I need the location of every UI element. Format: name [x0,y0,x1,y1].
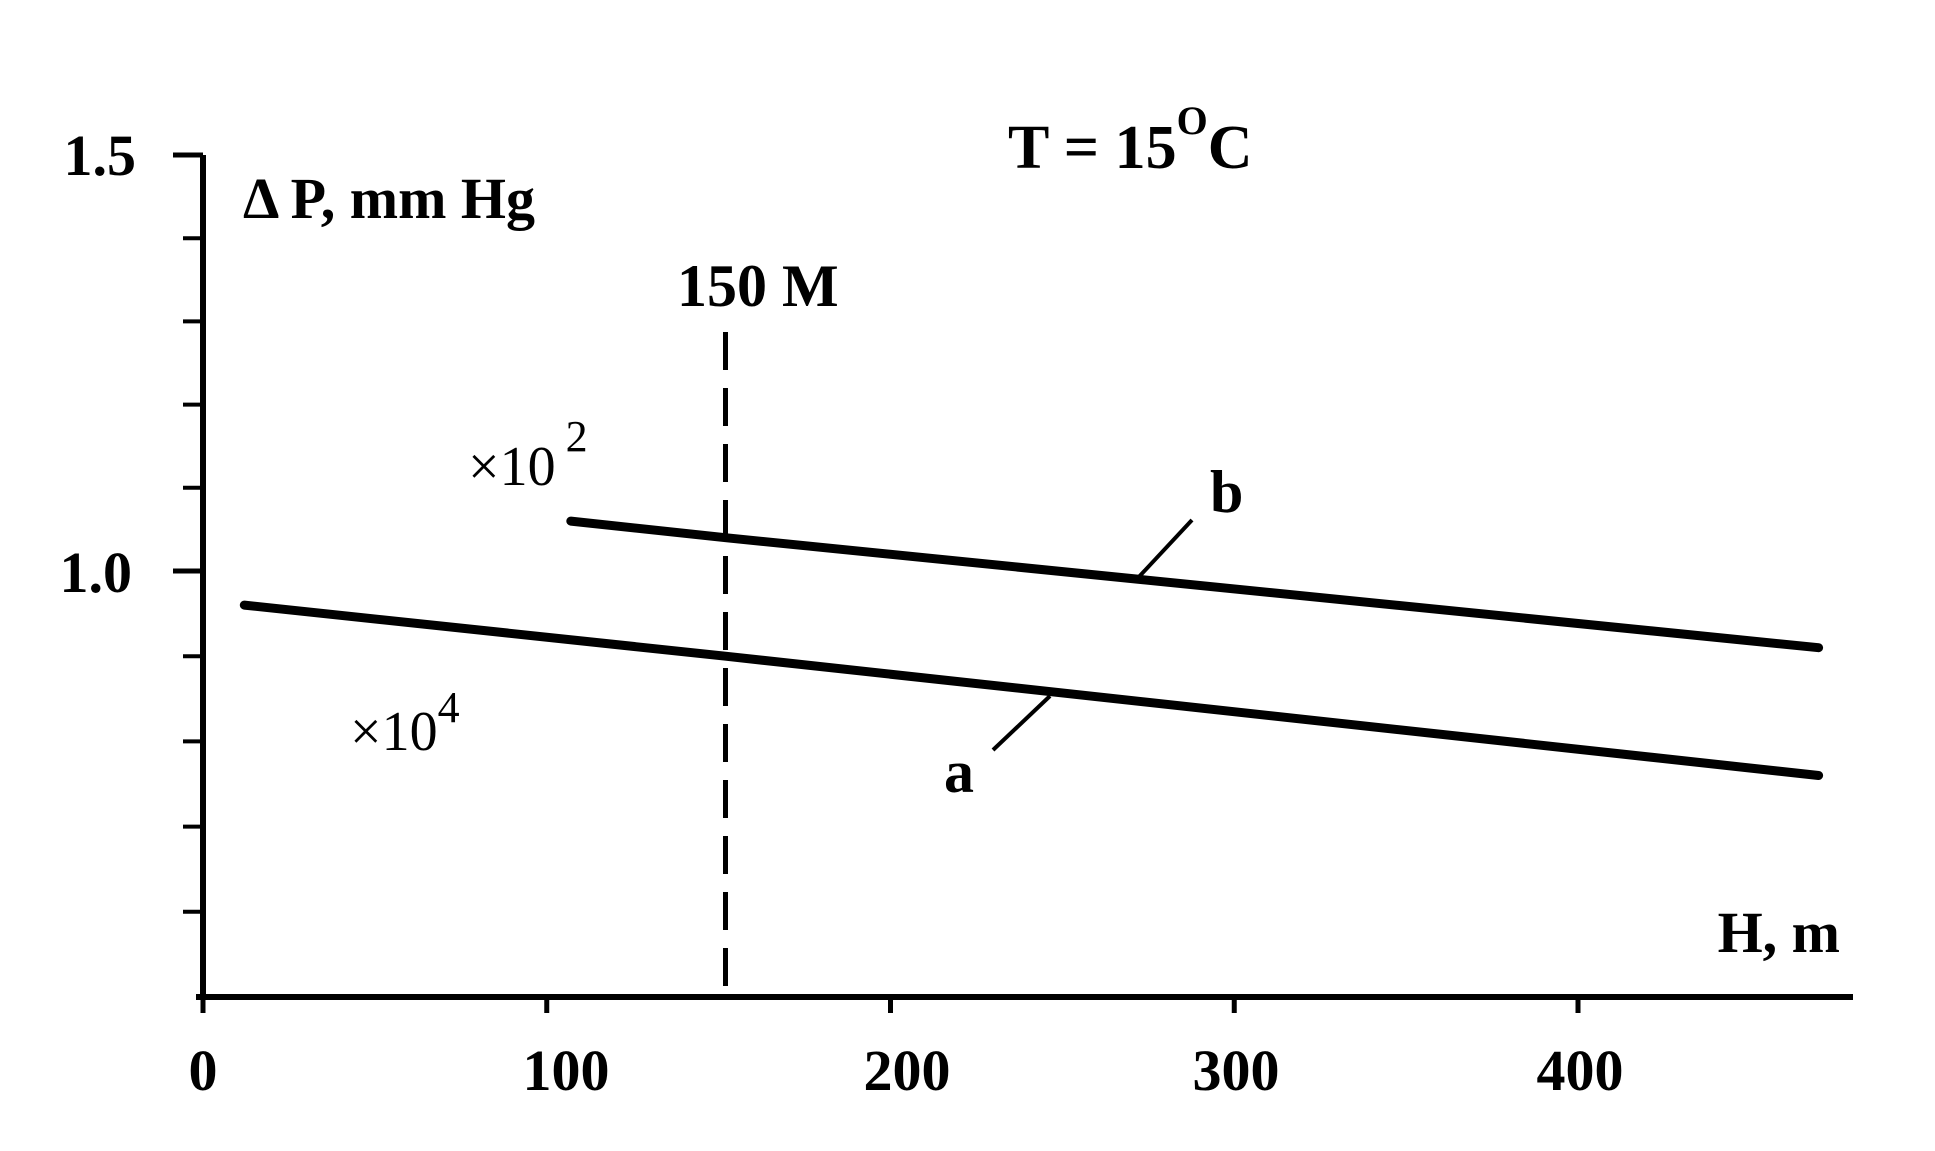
series-a-leader [991,694,1052,752]
series-a-multiplier-base: ×10 [350,701,438,763]
temperature-unit: C [1208,114,1253,182]
y-tick-label-1-0: 1.0 [60,540,133,605]
x-tick-label-0: 0 [189,1038,218,1103]
series-a-multiplier: ×104 [350,683,460,763]
temperature-annotation: T = 15OC [1008,98,1252,182]
temperature-text: T = 15 [1008,114,1177,182]
x-tick-label-2: 200 [864,1038,951,1103]
axes [196,155,1853,1000]
series-a-multiplier-exponent: 4 [438,683,460,732]
series-b-label: b [1210,459,1243,525]
marks [239,332,1824,997]
y-axis-label: Δ P, mm Hg [243,166,535,231]
series-b-multiplier-base: ×10 [468,436,556,498]
series-line-b [566,516,1824,653]
series-b-multiplier-exponent: 2 [566,412,588,461]
series-b-leader [1134,518,1194,582]
x-tick-label-4: 400 [1537,1038,1624,1103]
vline-label: 150 M [677,253,839,319]
y-tick-label-1-5: 1.5 [64,123,137,188]
series-a-label: a [944,739,974,805]
series-line-a [239,600,1824,780]
temperature-degree-superscript: O [1177,98,1208,143]
x-tick-label-3: 300 [1193,1038,1280,1103]
ticks [173,152,1581,1013]
series-b-multiplier: ×10 2 [468,412,588,498]
x-axis-label: H, m [1718,900,1840,965]
x-tick-label-1: 100 [523,1038,610,1103]
